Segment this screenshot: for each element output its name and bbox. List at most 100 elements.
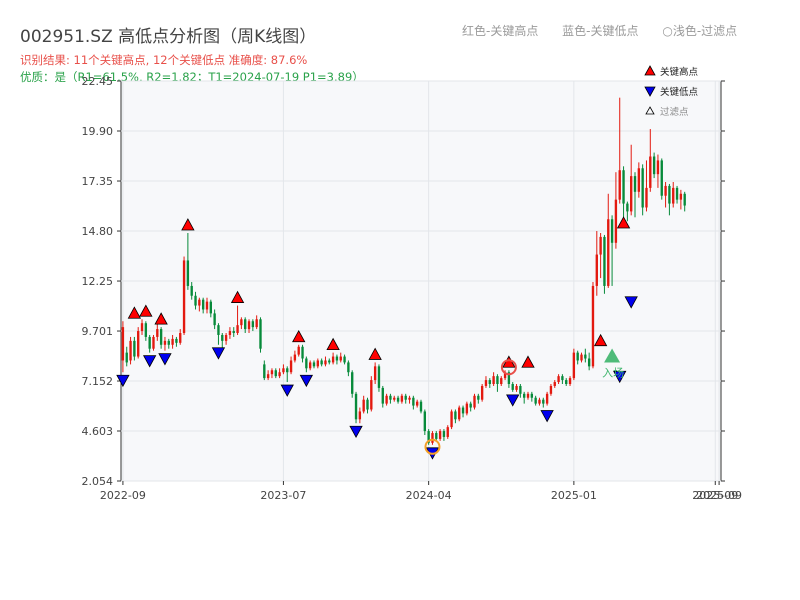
candle-body [347, 362, 350, 373]
markers: 入场 [116, 216, 638, 460]
candle-body [152, 336, 155, 349]
candle-body [186, 260, 190, 286]
grid [121, 80, 721, 482]
candle-body [645, 187, 648, 208]
candle-body [125, 352, 128, 363]
candle-body [530, 393, 534, 398]
candle-body [247, 321, 251, 330]
key-high-marker [230, 290, 245, 303]
candle-body [618, 170, 621, 200]
candle-body [221, 334, 224, 341]
key-high-marker [521, 355, 535, 368]
key-low-marker [211, 347, 226, 360]
chart-title: 002951.SZ 高低点分析图（周K线图） [20, 27, 317, 47]
candle-body [316, 360, 319, 367]
candle-body [274, 370, 277, 377]
candle-body [438, 431, 442, 439]
candle-body [408, 397, 411, 400]
y-axis: 2.054 4.603 7.152 9.701 12.25 14.80 17.35 19.90… [82, 75, 725, 488]
key-high-marker [154, 312, 168, 325]
candle-body [282, 368, 285, 373]
y-tick-label: 17.35 [82, 175, 114, 188]
candle-body [473, 395, 476, 408]
candle-body [637, 168, 641, 192]
candle-body [458, 407, 461, 420]
candle-body [297, 346, 300, 355]
candle-body [496, 376, 499, 385]
candle-body [519, 385, 522, 394]
candle-body [633, 176, 637, 192]
candle-body [343, 356, 346, 363]
candle-body [400, 395, 404, 402]
candle-body [431, 433, 434, 443]
candle-body [385, 395, 388, 404]
candle-body [469, 403, 472, 408]
candle-body [488, 380, 491, 385]
candle-body [144, 323, 148, 337]
candle-body [370, 380, 373, 410]
candle-body [228, 331, 232, 335]
legend-filtered-icon [645, 106, 655, 115]
candle-body [454, 411, 457, 420]
candle-body [244, 319, 247, 330]
candle-body [656, 160, 660, 175]
y-tick-label: 22.45 [82, 75, 114, 88]
candle-body [542, 399, 545, 404]
key-high-marker [616, 216, 631, 229]
candle-body [630, 176, 633, 212]
candle-body [545, 393, 549, 404]
candle-body [503, 372, 507, 379]
candle-body [675, 187, 679, 200]
candle-body [308, 362, 312, 369]
key-high-marker [326, 337, 340, 351]
candle-body [137, 331, 140, 357]
candle-body [511, 384, 514, 390]
key-low-marker [624, 296, 638, 309]
y-tick-label: 19.90 [82, 125, 114, 138]
candle-body [140, 323, 144, 332]
candle-body [358, 411, 362, 420]
y-tick-label: 2.054 [82, 475, 114, 488]
candle-body [335, 356, 339, 361]
candle-body [584, 354, 587, 359]
candle-body [572, 352, 576, 379]
top-legend-filtered: ○浅色-过滤点 [662, 24, 738, 38]
key-low-marker [613, 370, 627, 384]
key-high-marker [181, 218, 195, 231]
candle-body [381, 387, 384, 404]
candles [121, 97, 686, 445]
candle-body [393, 397, 396, 400]
candle-body [328, 360, 331, 363]
candle-body [568, 378, 572, 385]
y-tick-label: 12.25 [82, 275, 114, 288]
candle-body [477, 395, 480, 400]
candle-body [362, 399, 365, 412]
legend-high-icon [644, 65, 656, 76]
candle-body [484, 380, 488, 386]
orange-highlight-circle [424, 438, 441, 455]
red-highlight-circle [500, 359, 517, 376]
x-axis: 2022-09 2023-07 2024-04 2025-01 2025-092025-… [100, 481, 742, 502]
candle-body [641, 168, 644, 208]
y-tick-label: 7.152 [82, 375, 114, 388]
candle-body [683, 193, 686, 206]
candle-body [198, 299, 201, 306]
candle-body [427, 431, 430, 443]
candle-body [587, 358, 591, 367]
candle-body [286, 368, 289, 373]
legend-high-label: 关键高点 [660, 66, 699, 78]
candle-body [366, 399, 369, 410]
candle-body [672, 187, 675, 204]
candle-body [209, 301, 212, 314]
key-high-marker [593, 333, 608, 347]
candle-body [580, 354, 583, 361]
candle-body [255, 319, 258, 328]
candle-body [626, 203, 629, 212]
y-tick-label: 9.701 [82, 325, 114, 338]
candle-body [224, 334, 228, 341]
candle-body [377, 366, 381, 388]
candle-body [668, 185, 671, 204]
candle-body [591, 285, 595, 367]
candle-body [320, 360, 323, 365]
